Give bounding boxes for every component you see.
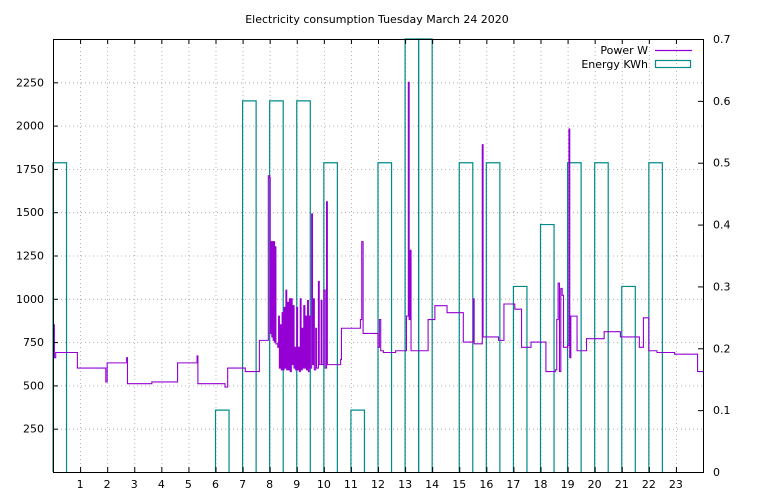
- x-tick-label: 6: [212, 478, 219, 491]
- y2-tick-label: 0.4: [713, 219, 731, 232]
- x-tick-label: 19: [561, 478, 575, 491]
- x-tick-label: 13: [398, 478, 412, 491]
- energy-bar: [566, 162, 582, 472]
- y2-tick-label: 0.2: [713, 342, 731, 355]
- x-tick-label: 4: [158, 478, 165, 491]
- power-line: [53, 81, 703, 388]
- energy-bar: [296, 100, 311, 472]
- chart-title: Electricity consumption Tuesday March 24…: [245, 13, 509, 26]
- y-tick-label: 750: [23, 336, 44, 349]
- legend-label-power: Power W: [600, 44, 648, 57]
- x-tick-label: 5: [185, 478, 192, 491]
- energy-bar: [512, 285, 528, 472]
- y-tick-label: 2250: [16, 76, 44, 89]
- energy-bar: [485, 162, 501, 472]
- x-tick-label: 7: [239, 478, 246, 491]
- x-tick-label: 2: [104, 478, 111, 491]
- y-tick-label: 2000: [16, 120, 44, 133]
- x-tick-label: 16: [479, 478, 493, 491]
- axes: 1 2 3 4 5 6 7 8 9 10 11 12 13 14 15 16 17 18 19 20 21 22 23250…: [16, 33, 731, 491]
- x-tick-label: 14: [425, 478, 439, 491]
- y-tick-label: 500: [23, 379, 44, 392]
- x-tick-label: 1: [77, 478, 84, 491]
- energy-bar: [539, 223, 555, 472]
- x-tick-label: 9: [293, 478, 300, 491]
- x-tick-label: 3: [131, 478, 138, 491]
- plot-border: [53, 39, 704, 473]
- y-tick-label: 250: [23, 423, 44, 436]
- x-tick-label: 15: [452, 478, 466, 491]
- y2-tick-label: 0.6: [713, 95, 731, 108]
- y-tick-label: 1750: [16, 163, 44, 176]
- x-tick-label: 21: [615, 478, 629, 491]
- x-tick-label: 10: [317, 478, 331, 491]
- x-tick-label: 22: [642, 478, 656, 491]
- x-tick-label: 23: [669, 478, 683, 491]
- legend-swatch-energy: [654, 59, 692, 69]
- y2-tick-label: 0.5: [713, 157, 731, 170]
- y2-tick-label: 0: [713, 466, 720, 479]
- y2-tick-label: 0.7: [713, 33, 731, 46]
- energy-bar: [241, 100, 257, 472]
- energy-bar: [621, 285, 636, 472]
- energy-bar: [214, 409, 230, 472]
- y2-tick-label: 0.3: [713, 280, 731, 293]
- power-line-layer: [53, 81, 703, 388]
- y2-tick-label: 0.1: [713, 404, 731, 417]
- energy-bar: [377, 162, 393, 472]
- x-tick-label: 12: [371, 478, 385, 491]
- y-tick-label: 1500: [16, 206, 44, 219]
- y-tick-label: 1250: [16, 250, 44, 263]
- x-tick-label: 11: [344, 478, 358, 491]
- legend-label-energy: Energy KWh: [581, 58, 648, 71]
- x-tick-label: 17: [506, 478, 520, 491]
- x-tick-label: 18: [534, 478, 548, 491]
- energy-bars: [52, 38, 663, 472]
- y-tick-label: 1000: [16, 293, 44, 306]
- x-tick-label: 20: [588, 478, 602, 491]
- energy-bar: [594, 162, 609, 472]
- energy-bar: [350, 409, 366, 472]
- x-tick-label: 8: [266, 478, 273, 491]
